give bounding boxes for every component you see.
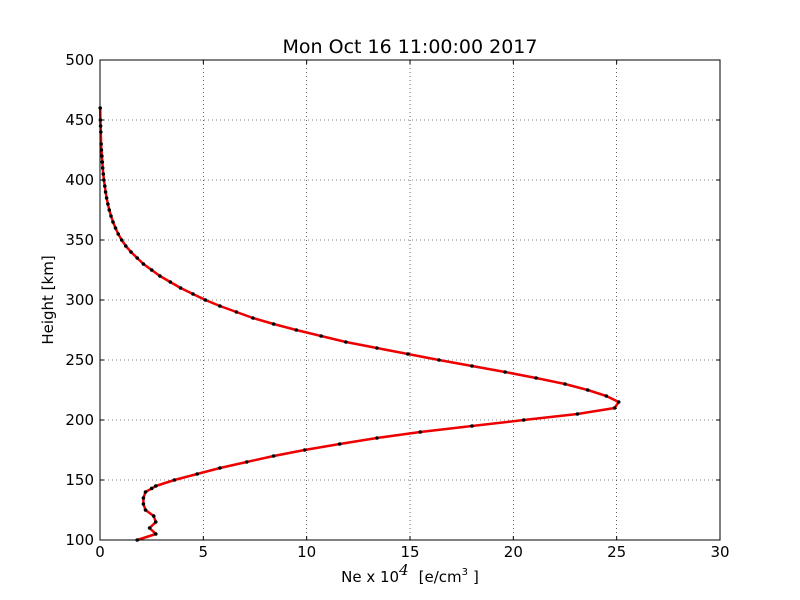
data-point (271, 322, 276, 326)
data-point (104, 196, 109, 200)
data-point (563, 382, 567, 386)
chart-title: Mon Oct 16 11:00:00 2017 (283, 36, 538, 58)
data-point (141, 502, 146, 506)
plot-frame (99, 59, 721, 541)
y-tick-label: 100 (65, 531, 94, 549)
data-point (195, 472, 199, 476)
data-point (113, 226, 118, 230)
tick-labels: 0 5 10 15 20 25 30 100 150 200 250 300 350 400 450 500 (65, 51, 729, 561)
data-point (135, 256, 139, 260)
data-point (149, 486, 154, 491)
data-point (103, 190, 108, 194)
data-point (106, 202, 110, 206)
y-axis-label: Height [km] (39, 255, 57, 344)
x-axis-label-units: [e/cm (419, 568, 462, 586)
data-point (143, 508, 148, 512)
data-point (585, 388, 590, 392)
data-point (147, 526, 152, 530)
data-point (98, 124, 103, 128)
data-point (101, 172, 106, 176)
y-tick-label: 200 (65, 411, 94, 429)
y-tick-label: 500 (65, 51, 94, 69)
data-point (107, 208, 112, 212)
data-point (375, 346, 379, 350)
data-point (470, 364, 474, 368)
x-axis-label-units-close: ] (473, 568, 479, 586)
y-tick-label: 150 (65, 471, 94, 489)
data-point (375, 436, 379, 440)
y-tick-label: 400 (65, 171, 94, 189)
data-point (109, 214, 113, 218)
data-point (100, 154, 104, 158)
data-point (302, 448, 307, 452)
data-point (172, 478, 177, 482)
data-point (116, 232, 120, 236)
x-tick-label: 5 (199, 543, 209, 561)
y-tick-label: 350 (65, 231, 94, 249)
data-point (100, 166, 105, 170)
data-point (119, 238, 124, 242)
data-point (111, 220, 115, 224)
data-point (178, 286, 183, 290)
x-tick-label: 0 (95, 543, 105, 561)
data-point (151, 514, 156, 518)
data-point (168, 280, 173, 284)
data-point (437, 358, 441, 362)
data-point (344, 340, 348, 344)
data-point (124, 244, 128, 248)
data-point (141, 496, 146, 500)
x-axis-label-exponent: 4 (398, 561, 409, 579)
data-point (141, 262, 146, 266)
data-point (271, 454, 276, 458)
data-point (575, 412, 580, 416)
x-tick-label: 10 (297, 543, 316, 561)
x-axis-label-prefix: Ne x 10 (341, 568, 399, 586)
data-point (470, 424, 474, 428)
y-tick-label: 450 (65, 111, 94, 129)
data-point (218, 466, 222, 470)
data-point (234, 310, 239, 314)
x-tick-label: 25 (607, 543, 626, 561)
data-point (143, 490, 148, 494)
data-point (154, 532, 158, 536)
data-point (203, 298, 208, 302)
grid (100, 60, 720, 540)
data-point (149, 268, 154, 272)
data-point (616, 400, 621, 404)
data-point (103, 184, 107, 188)
data-point (534, 376, 538, 380)
data-point (612, 406, 617, 410)
data-point (100, 160, 105, 164)
data-point (251, 316, 255, 320)
y-tick-label: 250 (65, 351, 94, 369)
data-point (154, 520, 158, 524)
x-axis-label: Ne x 104 [e/cm3] (341, 561, 479, 586)
data-point (406, 352, 410, 356)
data-point (154, 484, 158, 488)
data-point (129, 250, 133, 254)
x-axis-label-units-exponent: 3 (462, 567, 468, 578)
y-tick-label: 300 (65, 291, 94, 309)
data-point (604, 394, 609, 398)
data-point (521, 418, 526, 422)
data-point (319, 334, 323, 338)
data-point (218, 304, 222, 308)
data-point (102, 178, 106, 182)
data-point (244, 460, 249, 464)
data-point (191, 292, 195, 296)
x-tick-label: 20 (504, 543, 523, 561)
x-tick-label: 30 (710, 543, 729, 561)
data-point (158, 274, 162, 278)
data-point (337, 442, 342, 446)
data-point (503, 370, 507, 374)
data-point (294, 328, 299, 332)
x-tick-label: 15 (400, 543, 419, 561)
data-point (418, 430, 423, 434)
